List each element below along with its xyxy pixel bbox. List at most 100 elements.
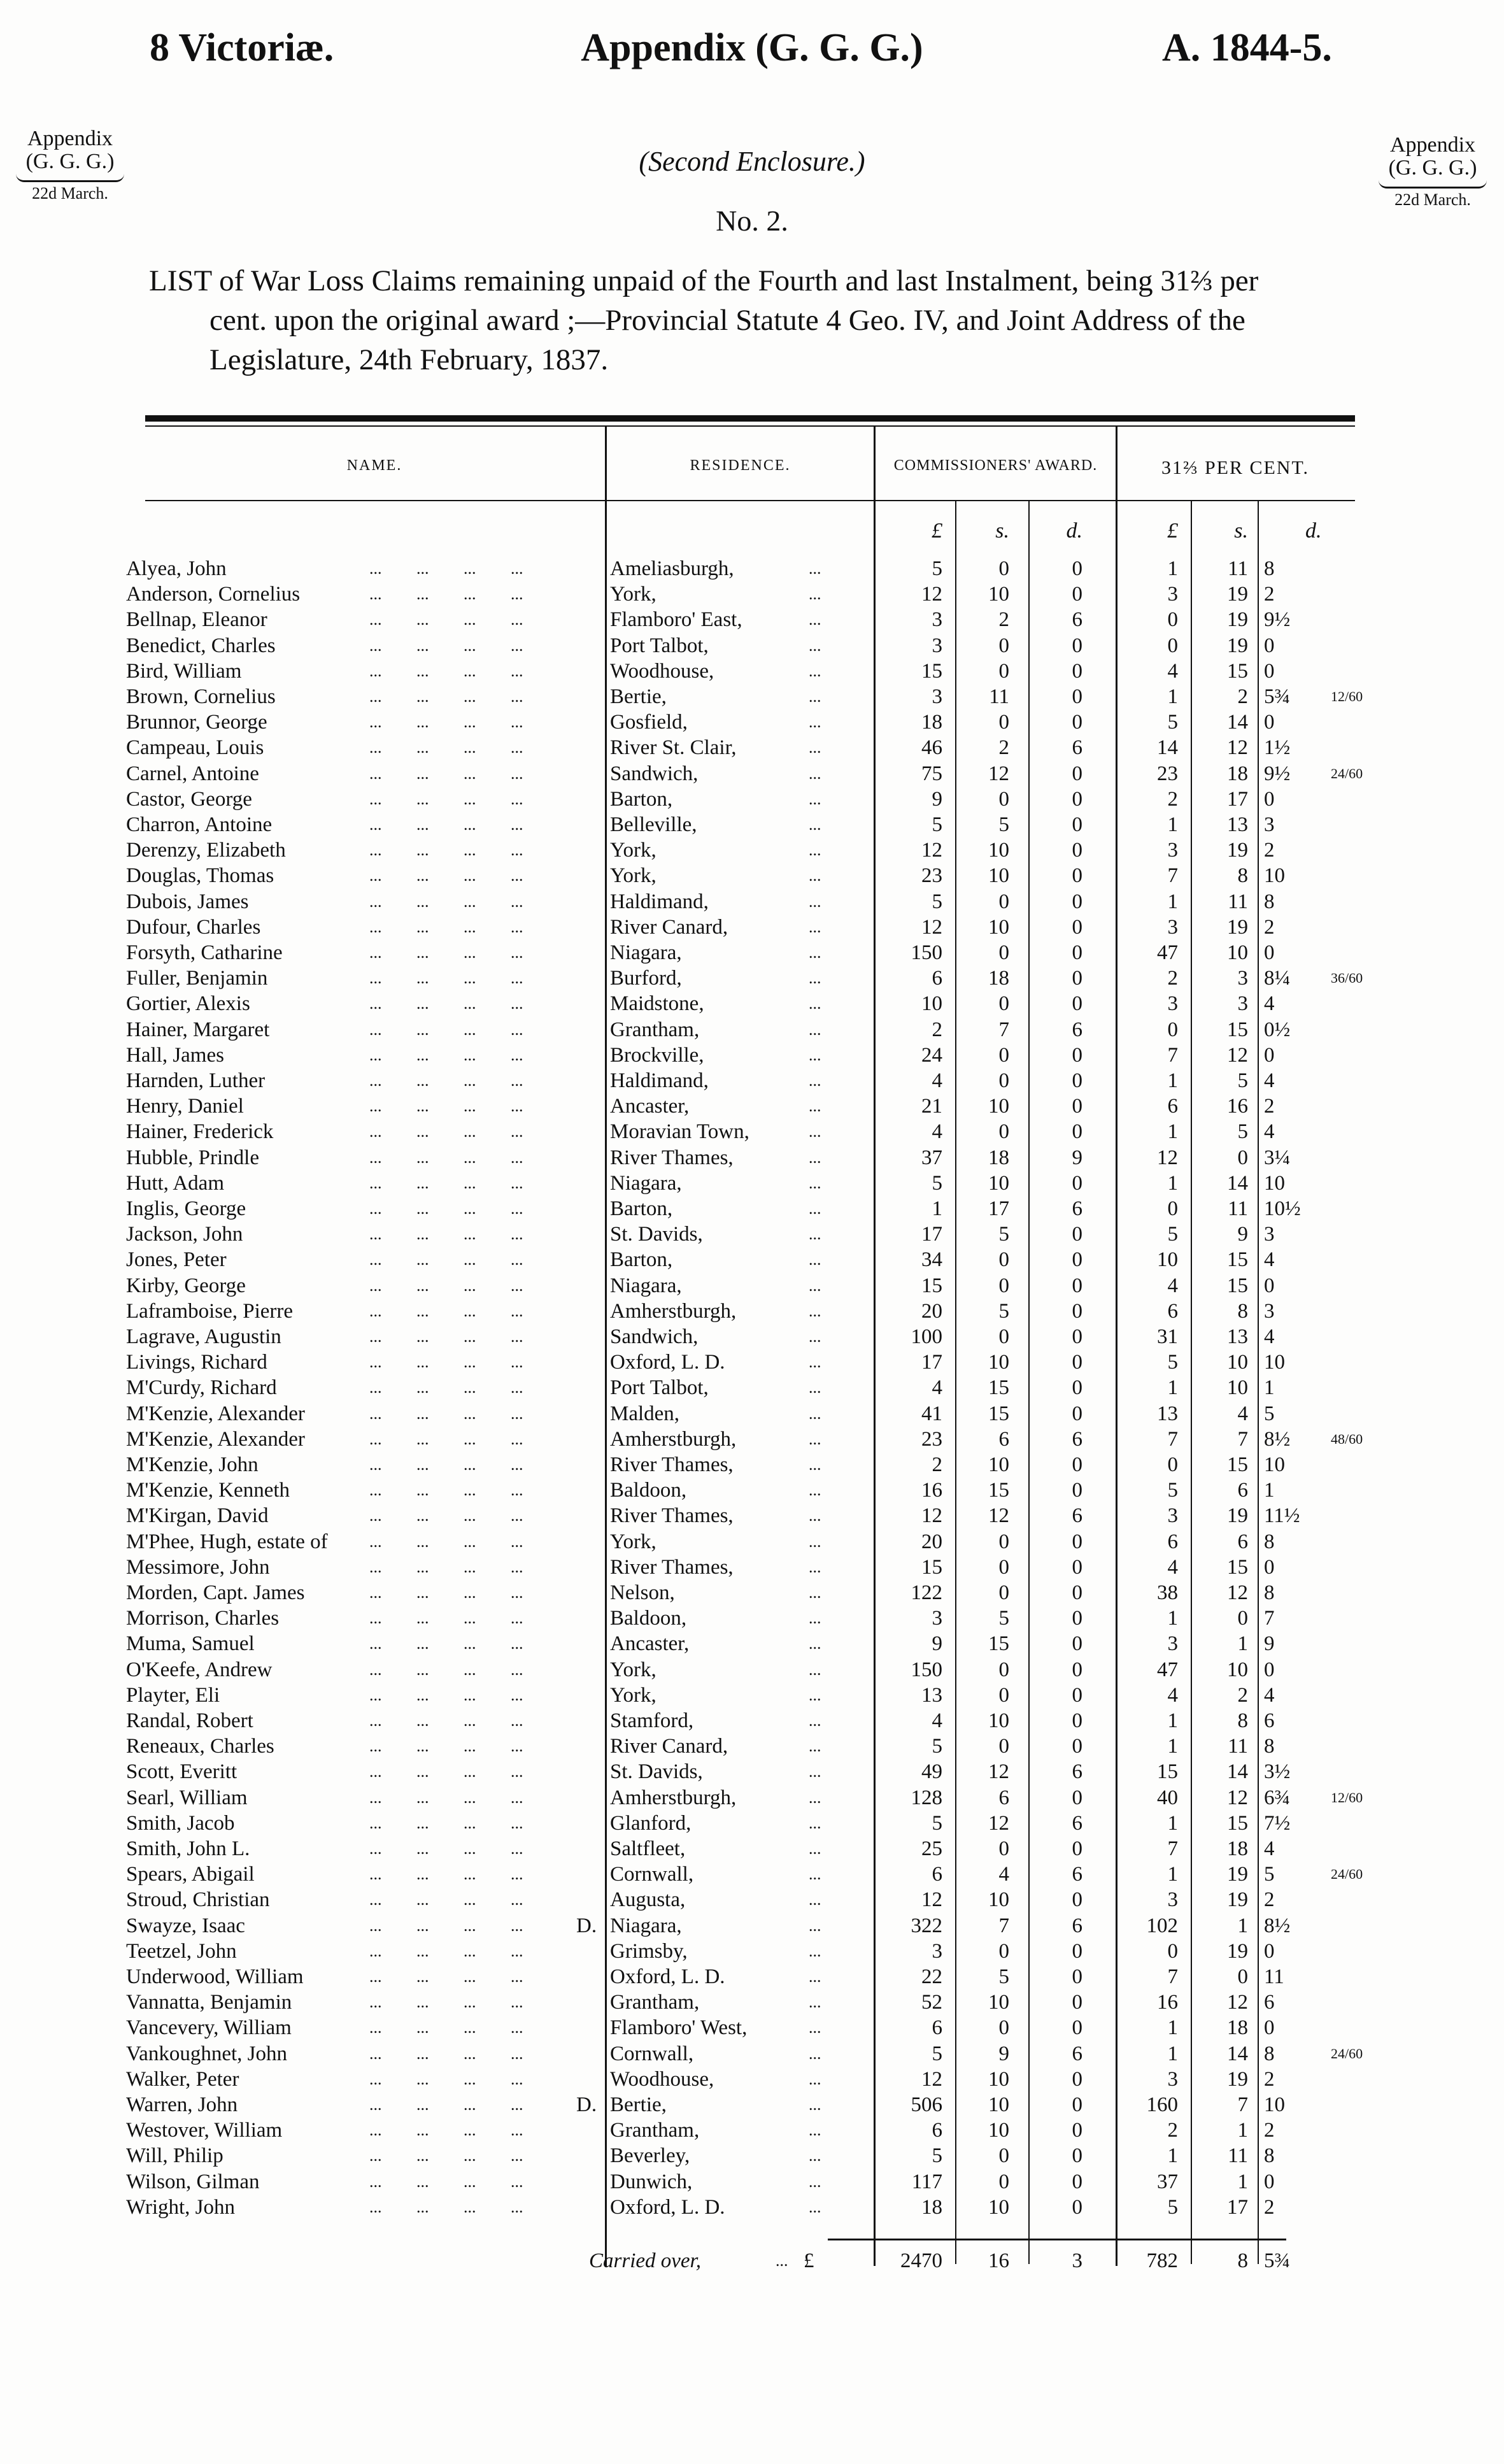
total-award-pounds: 2470 — [900, 2249, 942, 2272]
table-row: Laframboise, Pierre ... ... ... ... Amhers… — [0, 1299, 1504, 1324]
award-pence: 0 — [1072, 2195, 1083, 2219]
percent-pence: 6¾ — [1264, 1786, 1291, 1809]
percent-pence-fraction: 12/60 — [1331, 1789, 1363, 1805]
award-pounds: 3 — [932, 685, 943, 708]
leader-dots: ... ... ... ... — [369, 1020, 523, 1039]
percent-shillings: 5 — [1237, 1120, 1249, 1144]
residence: River Thames, — [610, 1555, 734, 1579]
residence: Oxford, L. D. — [610, 1351, 725, 1374]
award-pence: 0 — [1072, 1786, 1083, 1809]
leader-dots: ... — [809, 1327, 821, 1346]
leader-dots: ... ... ... ... — [369, 559, 523, 578]
claimant-name: Messimore, John — [126, 1555, 270, 1579]
award-pence: 0 — [1072, 1683, 1083, 1707]
percent-pounds: 3 — [1167, 2067, 1179, 2091]
table-row: Alyea, John ... ... ... ... Ameliasburgh,.… — [0, 556, 1504, 581]
award-pounds: 25 — [921, 1837, 942, 1860]
award-pence: 6 — [1072, 1760, 1083, 1784]
table-row: Vancevery, William ... ... ... ... Flambor… — [0, 2015, 1504, 2040]
residence: York, — [610, 583, 656, 606]
residence: York, — [610, 839, 656, 862]
claimant-name: Harnden, Luther — [126, 1069, 266, 1092]
award-pounds: 22 — [921, 1965, 942, 1988]
award-shillings: 10 — [988, 1171, 1009, 1195]
residence: Niagara, — [610, 1274, 682, 1297]
leader-dots: ... — [809, 1890, 821, 1909]
award-pounds: 17 — [921, 1223, 942, 1246]
leader-dots: ... — [809, 559, 821, 578]
table-row: Walker, Peter ... ... ... ... Woodhouse,..… — [0, 2067, 1504, 2092]
leader-dots: ... — [809, 2146, 821, 2165]
leader-dots: ... ... ... ... — [369, 1148, 523, 1167]
percent-shillings: 8 — [1237, 1709, 1249, 1732]
award-pounds: 12 — [921, 1888, 942, 1912]
leader-dots: ... ... ... ... — [369, 969, 523, 988]
award-pence: 0 — [1072, 941, 1083, 964]
percent-shillings: 11 — [1228, 890, 1248, 913]
residence: Burford, — [610, 967, 682, 990]
leader-dots: ... ... ... ... — [369, 943, 523, 962]
claimant-name: Westover, William — [126, 2119, 283, 2142]
percent-shillings: 15 — [1227, 1018, 1248, 1041]
leader-dots: ... ... ... ... — [369, 1557, 523, 1576]
award-pounds: 2 — [932, 1018, 943, 1041]
leader-dots: ... — [809, 1481, 821, 1500]
percent-pence: 0 — [1264, 787, 1275, 811]
award-pence: 0 — [1072, 583, 1083, 606]
leader-dots: ... — [809, 1711, 821, 1730]
award-pounds: 4 — [932, 1120, 943, 1144]
percent-pounds: 5 — [1167, 1351, 1179, 1374]
leader-dots: ... ... ... ... — [369, 1941, 523, 1960]
table-row: Will, Philip ... ... ... ... Beverley,... 5… — [0, 2143, 1504, 2168]
percent-pounds: 7 — [1167, 864, 1179, 888]
margin-appendix-code: (G. G. G.) — [25, 149, 115, 173]
percent-shillings: 11 — [1228, 2144, 1248, 2168]
residence: St. Davids, — [610, 1760, 703, 1784]
percent-shillings: 10 — [1227, 1658, 1248, 1681]
percent-shillings: 17 — [1227, 787, 1248, 811]
percent-shillings: 18 — [1227, 1837, 1248, 1860]
percent-pence-fraction: 24/60 — [1331, 1866, 1363, 1883]
residence: Niagara, — [610, 1171, 682, 1195]
award-pence: 0 — [1072, 659, 1083, 683]
leader-dots: ... — [776, 2251, 788, 2270]
percent-pounds: 1 — [1167, 2042, 1179, 2065]
award-pence: 0 — [1072, 1402, 1083, 1425]
residence: Grantham, — [610, 2119, 700, 2142]
leader-dots: ... ... ... ... — [369, 687, 523, 706]
percent-pence: 10½ — [1264, 1197, 1301, 1220]
leader-dots: ... ... ... ... — [369, 1378, 523, 1397]
percent-pence: 0 — [1264, 941, 1275, 964]
residence: Grimsby, — [610, 1939, 688, 1963]
table-row: Vankoughnet, John ... ... ... ... Cornwall… — [0, 2041, 1504, 2067]
percent-shillings: 15 — [1227, 659, 1248, 683]
award-pence: 0 — [1072, 1658, 1083, 1681]
award-shillings: 17 — [988, 1197, 1009, 1220]
percent-pence: 4 — [1264, 1120, 1275, 1144]
claimant-name: M'Kenzie, Alexander — [126, 1427, 305, 1451]
award-pounds: 9 — [932, 1632, 943, 1656]
claimant-name: Hall, James — [126, 1043, 224, 1067]
award-shillings: 10 — [988, 583, 1009, 606]
percent-pence: 3¼ — [1264, 1146, 1291, 1169]
residence: Woodhouse, — [610, 659, 714, 683]
percent-pounds: 1 — [1167, 1069, 1179, 1092]
percent-pence: 8½ — [1264, 1914, 1291, 1937]
award-shillings: 5 — [998, 1223, 1010, 1246]
percent-shillings: 15 — [1227, 1248, 1248, 1272]
table-row: Bellnap, Eleanor ... ... ... ... Flamboro'… — [0, 607, 1504, 632]
percent-pounds: 0 — [1167, 1018, 1179, 1041]
table-row: Hubble, Prindle ... ... ... ... River Tham… — [0, 1145, 1504, 1171]
award-shillings: 0 — [998, 992, 1010, 1016]
column-divider — [1028, 500, 1030, 2264]
appendix-header: Appendix (G. G. G.) — [581, 26, 923, 69]
percent-pence: 0½ — [1264, 1018, 1291, 1041]
claimant-name: M'Kirgan, David — [126, 1504, 269, 1528]
award-pence: 0 — [1072, 915, 1083, 939]
award-shillings: 0 — [998, 1581, 1010, 1604]
leader-dots: ... — [809, 1685, 821, 1704]
award-pounds: 5 — [932, 813, 943, 836]
residence: Malden, — [610, 1402, 680, 1425]
leader-dots: ... ... ... ... — [369, 1225, 523, 1244]
percent-pence: 6 — [1264, 1991, 1275, 2014]
